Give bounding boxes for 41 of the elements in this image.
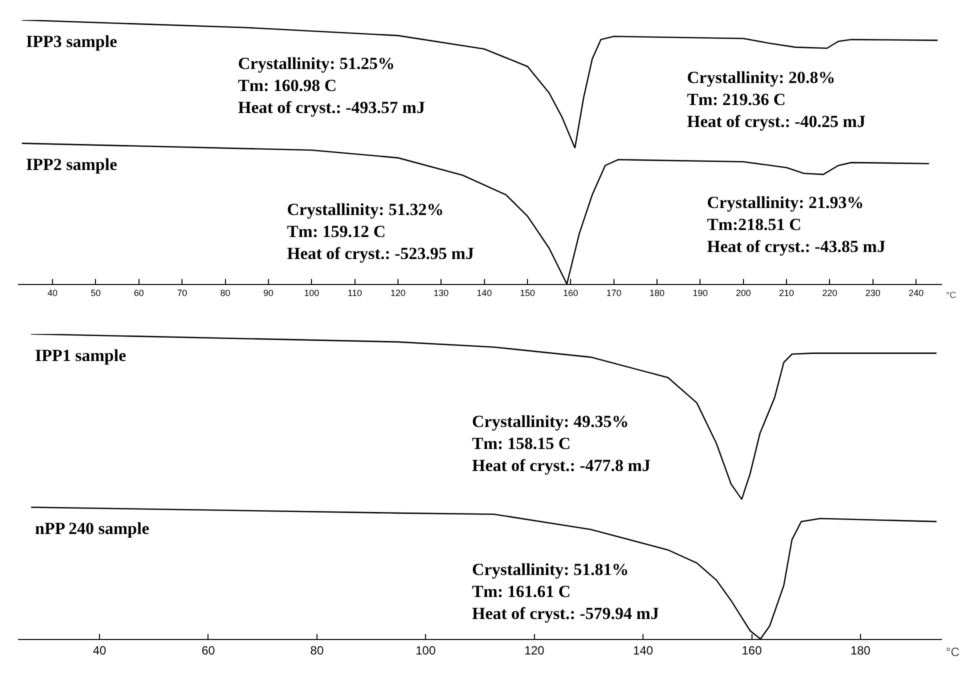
annotation: Crystallinity: 21.93% Tm:218.51 C Heat of cryst.: -43.85 mJ	[707, 193, 886, 256]
x-tick-label: 100	[416, 643, 436, 658]
x-tick-label: 210	[779, 288, 794, 298]
x-tick-label: 140	[476, 288, 492, 298]
x-tick-label: 130	[434, 288, 449, 298]
x-axis-title: °C	[946, 645, 960, 659]
annotation: Crystallinity: 51.25% Tm: 160.98 C Heat of cryst.: -493.57 mJ	[238, 54, 426, 118]
x-tick-label: 160	[742, 643, 762, 658]
annotation: Crystallinity: 20.8% Tm: 219.36 C Heat of cryst.: -40.25 mJ	[687, 68, 866, 132]
x-tick-label: 220	[822, 288, 838, 298]
x-tick-label: 120	[390, 288, 406, 298]
x-tick-label: 200	[736, 288, 751, 298]
x-tick-label: 240	[908, 288, 924, 298]
x-tick-label: 100	[304, 288, 320, 298]
x-tick-label: 60	[134, 288, 144, 298]
series-label: IPP2 sample	[26, 155, 118, 174]
annotation: Crystallinity: 51.32% Tm: 159.12 C Heat of cryst.: -523.95 mJ	[287, 200, 474, 264]
series-label: IPP3 sample	[26, 32, 118, 51]
x-tick-label: 110	[348, 288, 362, 298]
x-tick-label: 120	[524, 643, 545, 658]
x-tick-label: 230	[865, 288, 880, 298]
annotation: Crystallinity: 49.35% Tm: 158.15 C Heat of cryst.: -477.8 mJ	[472, 412, 651, 476]
series-label: IPP1 sample	[35, 346, 127, 365]
series-label: nPP 240 sample	[35, 519, 150, 538]
x-tick-label: 140	[633, 643, 654, 658]
x-tick-label: 180	[850, 643, 871, 658]
x-tick-label: 160	[563, 288, 578, 298]
x-tick-label: 50	[90, 288, 101, 298]
x-tick-label: 170	[606, 288, 622, 298]
annotation: Crystallinity: 51.81% Tm: 161.61 C Heat of cryst.: -579.94 mJ	[472, 560, 660, 624]
x-tick-label: 40	[48, 288, 58, 298]
x-axis-title: °C	[946, 290, 957, 300]
x-tick-label: 80	[310, 643, 324, 658]
x-tick-label: 190	[692, 288, 708, 298]
x-tick-label: 40	[92, 643, 107, 658]
x-tick-label: 60	[202, 643, 216, 658]
x-tick-label: 90	[263, 288, 274, 298]
x-tick-label: 180	[650, 288, 665, 298]
x-tick-label: 150	[520, 288, 536, 298]
x-tick-label: 80	[220, 288, 230, 298]
x-tick-label: 70	[177, 288, 188, 298]
